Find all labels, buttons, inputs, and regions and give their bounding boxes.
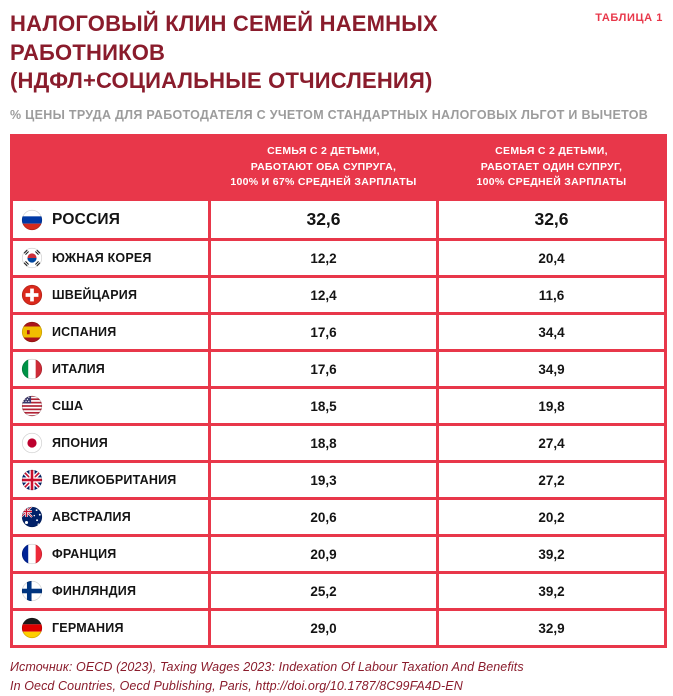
page-subtitle: % ЦЕНЫ ТРУДА ДЛЯ РАБОТОДАТЕЛЯ С УЧЕТОМ С… <box>10 107 649 122</box>
value-one-spouse: 19,8 <box>439 389 664 424</box>
value-both-spouses: 17,6 <box>211 352 436 387</box>
country-cell: ИСПАНИЯ <box>13 315 208 350</box>
header-row: СЕМЬЯ С 2 ДЕТЬМИ, РАБОТАЮТ ОБА СУПРУГА, … <box>13 136 664 199</box>
table-header: СЕМЬЯ С 2 ДЕТЬМИ, РАБОТАЮТ ОБА СУПРУГА, … <box>13 136 664 199</box>
flag-finland-icon <box>21 580 43 602</box>
table-row: ВЕЛИКОБРИТАНИЯ 19,3 27,2 <box>13 463 664 498</box>
table-body: РОССИЯ 32,6 32,6 ЮЖНАЯ КОРЕЯ 12,2 20,4 ШВЕЙЦАР… <box>13 201 664 646</box>
table-row: США 18,5 19,8 <box>13 389 664 424</box>
value-one-spouse: 32,9 <box>439 611 664 646</box>
table-row: ШВЕЙЦАРИЯ 12,4 11,6 <box>13 278 664 313</box>
table-row: ГЕРМАНИЯ 29,0 32,9 <box>13 611 664 646</box>
table-row: ИСПАНИЯ 17,6 34,4 <box>13 315 664 350</box>
country-label: АВСТРАЛИЯ <box>52 510 131 525</box>
value-one-spouse: 11,6 <box>439 278 664 313</box>
table-row: ФРАНЦИЯ 20,9 39,2 <box>13 537 664 572</box>
value-one-spouse: 20,2 <box>439 500 664 535</box>
country-cell: ЮЖНАЯ КОРЕЯ <box>13 241 208 276</box>
flag-south-korea-icon <box>21 247 43 269</box>
country-cell: США <box>13 389 208 424</box>
country-cell: ФИНЛЯНДИЯ <box>13 574 208 609</box>
country-cell: ШВЕЙЦАРИЯ <box>13 278 208 313</box>
value-one-spouse: 32,6 <box>439 201 664 239</box>
flag-japan-icon <box>21 432 43 454</box>
flag-germany-icon <box>21 617 43 639</box>
country-label: ЮЖНАЯ КОРЕЯ <box>52 251 152 266</box>
country-cell: ФРАНЦИЯ <box>13 537 208 572</box>
col-header-both-spouses: СЕМЬЯ С 2 ДЕТЬМИ, РАБОТАЮТ ОБА СУПРУГА, … <box>211 136 436 199</box>
value-both-spouses: 20,9 <box>211 537 436 572</box>
value-both-spouses: 17,6 <box>211 315 436 350</box>
flag-russia-icon <box>21 209 43 231</box>
value-both-spouses: 12,2 <box>211 241 436 276</box>
flag-australia-icon <box>21 506 43 528</box>
table-row: ФИНЛЯНДИЯ 25,2 39,2 <box>13 574 664 609</box>
value-both-spouses: 29,0 <box>211 611 436 646</box>
value-both-spouses: 20,6 <box>211 500 436 535</box>
country-cell: ЯПОНИЯ <box>13 426 208 461</box>
value-one-spouse: 39,2 <box>439 537 664 572</box>
table-row: ЯПОНИЯ 18,8 27,4 <box>13 426 664 461</box>
value-both-spouses: 19,3 <box>211 463 436 498</box>
country-label: ИСПАНИЯ <box>52 325 117 340</box>
flag-uk-icon <box>21 469 43 491</box>
page-title: НАЛОГОВЫЙ КЛИН СЕМЕЙ НАЕМНЫХ РАБОТНИКОВ … <box>10 11 438 94</box>
table-row: РОССИЯ 32,6 32,6 <box>13 201 664 239</box>
table-row: ЮЖНАЯ КОРЕЯ 12,2 20,4 <box>13 241 664 276</box>
country-label: ВЕЛИКОБРИТАНИЯ <box>52 473 177 488</box>
country-cell: ВЕЛИКОБРИТАНИЯ <box>13 463 208 498</box>
tax-wedge-table: СЕМЬЯ С 2 ДЕТЬМИ, РАБОТАЮТ ОБА СУПРУГА, … <box>10 133 667 649</box>
value-both-spouses: 18,8 <box>211 426 436 461</box>
value-one-spouse: 39,2 <box>439 574 664 609</box>
country-cell: АВСТРАЛИЯ <box>13 500 208 535</box>
value-one-spouse: 20,4 <box>439 241 664 276</box>
flag-usa-icon <box>21 395 43 417</box>
country-cell: ГЕРМАНИЯ <box>13 611 208 646</box>
country-cell: РОССИЯ <box>13 201 208 239</box>
table-row: АВСТРАЛИЯ 20,6 20,2 <box>13 500 664 535</box>
country-label: РОССИЯ <box>52 210 121 228</box>
col-header-one-spouse: СЕМЬЯ С 2 ДЕТЬМИ, РАБОТАЕТ ОДИН СУПРУГ, … <box>439 136 664 199</box>
corner-cell <box>13 136 208 199</box>
country-label: ИТАЛИЯ <box>52 362 105 377</box>
value-one-spouse: 27,4 <box>439 426 664 461</box>
value-one-spouse: 34,9 <box>439 352 664 387</box>
value-both-spouses: 32,6 <box>211 201 436 239</box>
country-label: ФИНЛЯНДИЯ <box>52 584 137 599</box>
flag-italy-icon <box>21 358 43 380</box>
table-number-tag: ТАБЛИЦА 1 <box>595 12 663 24</box>
value-both-spouses: 25,2 <box>211 574 436 609</box>
country-label: США <box>52 399 84 414</box>
value-both-spouses: 12,4 <box>211 278 436 313</box>
value-both-spouses: 18,5 <box>211 389 436 424</box>
value-one-spouse: 34,4 <box>439 315 664 350</box>
country-label: ФРАНЦИЯ <box>52 547 117 562</box>
header: НАЛОГОВЫЙ КЛИН СЕМЕЙ НАЕМНЫХ РАБОТНИКОВ … <box>10 10 665 96</box>
flag-spain-icon <box>21 321 43 343</box>
country-label: ШВЕЙЦАРИЯ <box>52 288 138 303</box>
value-one-spouse: 27,2 <box>439 463 664 498</box>
table-row: ИТАЛИЯ 17,6 34,9 <box>13 352 664 387</box>
country-label: ЯПОНИЯ <box>52 436 108 451</box>
country-label: ГЕРМАНИЯ <box>52 621 124 636</box>
flag-switzerland-icon <box>21 284 43 306</box>
country-cell: ИТАЛИЯ <box>13 352 208 387</box>
flag-france-icon <box>21 543 43 565</box>
